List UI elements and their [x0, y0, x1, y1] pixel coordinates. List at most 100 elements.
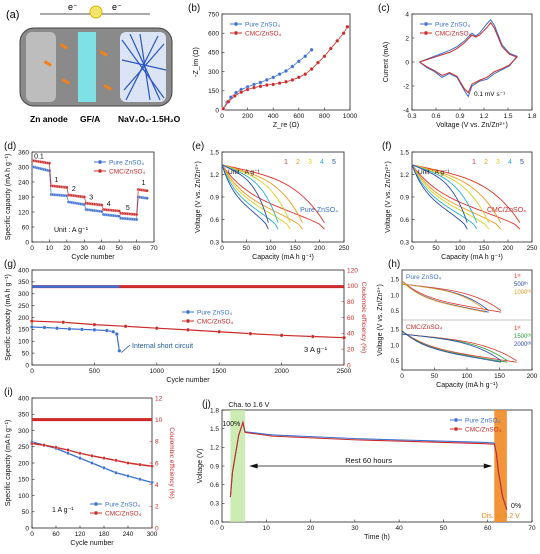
charge-curve: [221, 164, 325, 230]
discharge-curve: [221, 164, 279, 223]
y-tick-label: 200: [18, 315, 29, 322]
legend-entry: Pure ZnSO₄: [435, 21, 471, 28]
legend-marker: [97, 168, 103, 174]
y-tick-label: 400: [18, 267, 29, 274]
x-tick-label: 180: [99, 531, 110, 538]
x-tick-label: 30: [81, 245, 89, 252]
h-discharge-curve: [401, 333, 508, 361]
y-axis-label: Voltage (V vs. Zn/Zn²⁺): [195, 161, 202, 233]
x-axis-label: Capacity (mA h g⁻¹): [441, 254, 503, 261]
y2-tick-label: 60: [347, 315, 355, 322]
legend-entry: CMC/ZnSO₄: [435, 30, 472, 37]
x-tick-label: 200: [527, 373, 538, 380]
x-tick-label: 60: [484, 525, 492, 532]
x-tick-label: 150: [290, 245, 301, 252]
nyquist-line: [222, 26, 348, 109]
capacity-point: [150, 480, 154, 485]
capacity-point: [138, 462, 142, 467]
axes-frame: [31, 269, 345, 366]
nyquist-point: [296, 75, 301, 80]
curve-label: 2: [484, 159, 488, 166]
y2-tick-label: 80: [347, 299, 355, 306]
nyquist-point: [303, 72, 308, 77]
discharge-band: [494, 410, 507, 522]
legend-entry: CMC/ZnSO₄: [109, 168, 146, 175]
x-tick-label: 0: [30, 368, 34, 375]
charge-curve: [221, 164, 291, 230]
bottom-cycle-label: 2000ᵗʰ: [514, 341, 531, 348]
rate-label: 1: [54, 177, 58, 184]
rate-label: 0.1: [34, 153, 44, 160]
capacity-point: [30, 441, 34, 446]
x-tick-label: 2500: [337, 368, 352, 375]
y-tick-label: 300: [18, 291, 29, 298]
y-tick-label: 2: [405, 35, 409, 42]
nyquist-point: [290, 77, 295, 82]
y-tick-label: 0: [405, 59, 409, 66]
capacity-point: [154, 326, 159, 331]
x-axis-label: Cycle number: [166, 377, 210, 384]
nyquist-point: [252, 85, 256, 90]
x-tick-label: 200: [503, 245, 514, 252]
y-axis-label: Current (mA): [383, 42, 390, 82]
legend-marker: [93, 501, 99, 507]
full-text: 100%: [222, 421, 240, 428]
panel-label: (c): [378, 3, 390, 14]
cathode-label: NaV₃O₈·1.5H₂O: [118, 114, 181, 124]
legend-marker: [93, 510, 99, 516]
x-tick-label: 100: [455, 245, 466, 252]
x-tick-label: 10: [46, 245, 54, 252]
panel-a-label: (a): [6, 9, 19, 21]
top-name: Pure ZnSO₄: [406, 274, 442, 281]
panel-label: (f): [382, 141, 391, 152]
legend-marker: [97, 159, 103, 165]
electrolyte-name: Pure ZnSO₄: [300, 207, 338, 214]
capacity-point: [102, 456, 106, 460]
cv-loop: [419, 21, 518, 94]
y-tick-label: 0.6: [210, 482, 219, 489]
curve-label: 3: [308, 159, 312, 166]
x-tick-label: 0: [410, 245, 414, 252]
axes-frame: [221, 13, 351, 111]
y-axis-label: -Z_im (Ω): [193, 47, 200, 77]
y-tick-label: 60: [22, 224, 30, 231]
x-tick-label: 2000: [274, 368, 289, 375]
charge-curve: [221, 164, 269, 230]
y-tick-label: 360: [18, 149, 29, 156]
capacity-point: [104, 328, 109, 333]
x-tick-label: 0.6: [431, 113, 440, 120]
y2-tick-label: 8: [155, 439, 159, 446]
x-tick-label: 0: [30, 245, 34, 252]
y-tick-label: 0: [215, 107, 219, 114]
capacity-point: [138, 477, 142, 481]
rate-point: [65, 185, 69, 190]
rate-label: 3: [89, 195, 93, 202]
y2-tick-label: 10: [155, 417, 163, 424]
x-tick-label: 50: [432, 245, 440, 252]
unit-text: Unit : A g⁻¹: [418, 169, 450, 176]
rate-point: [145, 196, 149, 200]
x-tick-label: 1000: [150, 368, 165, 375]
legend-marker: [233, 30, 239, 36]
discharge-curve: [411, 164, 478, 223]
h-charge-curve: [401, 330, 517, 363]
top-cycle-label: 1ˢᵗ: [514, 273, 521, 280]
nyquist-point: [284, 79, 288, 84]
rate-point: [134, 217, 139, 222]
voltage-line: [229, 420, 508, 510]
panel-a: (a) e⁻ e⁻ Zn anode GF/A NaV₃O₈·1.5H₂O: [6, 2, 181, 124]
short-circuit-arrow: [121, 344, 131, 353]
discharge-curve: [221, 164, 291, 223]
x-tick-label: 240: [123, 531, 134, 538]
capacity-point: [92, 327, 97, 332]
bottom-name: CMC/ZnSO₄: [406, 324, 443, 331]
x-tick-label: 200: [242, 113, 253, 120]
y-tick-label: 0.9: [210, 194, 219, 201]
x-axis-label: Voltage (V vs. Zn/Zn²⁺): [436, 122, 508, 129]
y-axis-label: Voltage (V vs. Zn/Zn²⁺): [385, 161, 392, 233]
curve-label: 5: [520, 159, 524, 166]
panel-g: (g)0 500 1000 1500 2000 250005010015020025030…: [4, 259, 367, 384]
x-tick-label: 1.2: [479, 113, 488, 120]
short-circuit-note: Internal short circuit: [132, 343, 193, 350]
